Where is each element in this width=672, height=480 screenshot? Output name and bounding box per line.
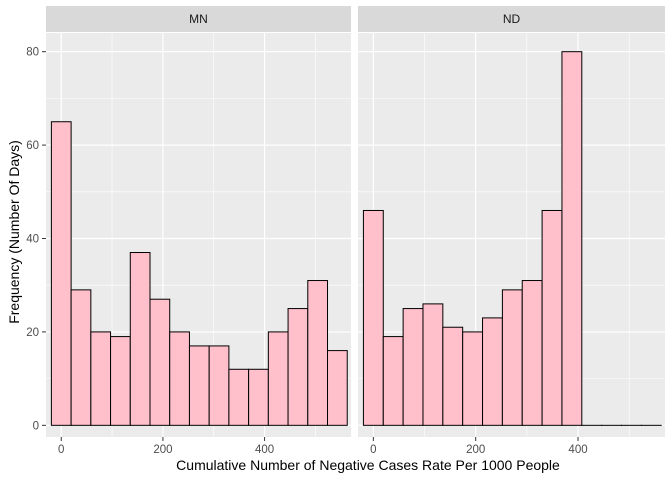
y-tick-label: 60 — [26, 140, 39, 152]
x-tick-label: 0 — [370, 444, 376, 456]
facet-strip-label: MN — [189, 12, 208, 26]
x-tick-label: 400 — [255, 444, 274, 456]
histogram-bar — [208, 345, 230, 426]
histogram-bar — [327, 350, 348, 426]
facet-panels: MN ND — [46, 6, 665, 437]
histogram-bar — [149, 298, 171, 426]
histogram-bar — [50, 121, 72, 426]
histogram-bar — [402, 308, 424, 426]
y-tick-label: 20 — [26, 327, 39, 339]
histogram-bar — [110, 336, 131, 426]
histogram-bar — [188, 345, 210, 426]
y-tick-label: 0 — [33, 420, 39, 432]
histogram-bar — [541, 209, 563, 426]
x-tick-label: 400 — [568, 444, 587, 456]
x-tick-label: 0 — [58, 444, 64, 456]
y-axis-title: Frequency (Number Of Days) — [6, 140, 22, 324]
y-tick-label: 40 — [26, 234, 39, 246]
y-tick-label: 80 — [26, 47, 39, 59]
facet-strip-label: ND — [503, 12, 521, 26]
x-axis-title: Cumulative Number of Negative Cases Rate… — [176, 457, 560, 473]
histogram-bar — [501, 289, 523, 426]
histogram-bar — [90, 331, 112, 426]
y-axis: 0 20 40 60 80 — [26, 47, 46, 432]
histogram-bar — [248, 368, 269, 426]
histogram-bar — [422, 303, 444, 426]
histogram-bar — [362, 209, 384, 426]
histogram-bar — [561, 51, 583, 426]
histogram-bar — [129, 252, 151, 426]
histogram-bar — [521, 280, 543, 426]
histogram-bar — [382, 336, 404, 426]
facet-strip — [358, 6, 665, 32]
facet-panel-mn: MN — [46, 6, 351, 437]
histogram-bar — [307, 280, 329, 426]
facet-panel-nd: ND — [358, 6, 665, 437]
facet-strip — [46, 6, 351, 32]
histogram-bar — [482, 317, 503, 426]
histogram-bar — [462, 331, 484, 426]
histogram-bar — [70, 289, 92, 426]
histogram-bar — [267, 331, 289, 426]
histogram-bar — [442, 326, 464, 426]
x-axis: 0 200 400 0 200 400 — [58, 437, 588, 456]
histogram-bar — [169, 331, 190, 426]
x-tick-label: 200 — [153, 444, 172, 456]
x-tick-label: 200 — [466, 444, 485, 456]
histogram-bar — [228, 368, 250, 426]
histogram-bar — [287, 308, 309, 426]
